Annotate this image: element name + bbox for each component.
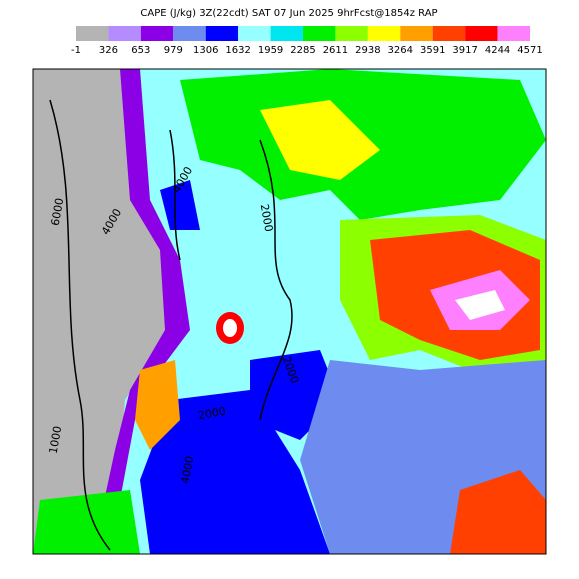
blue-zone (140, 390, 330, 554)
orange-zone (135, 360, 180, 450)
colorbar-swatch (335, 26, 368, 41)
colorbar-swatch (367, 26, 401, 41)
colorbar-label: 3917 (452, 45, 477, 56)
title: CAPE (J/kg) 3Z(22cdt) SAT 07 Jun 2025 9h… (140, 8, 437, 19)
contour-label: 6000 (49, 197, 67, 227)
colorbar-label: 1306 (193, 45, 218, 56)
colorbar-swatch (432, 26, 466, 41)
colorbar-label: 2611 (323, 45, 348, 56)
white-zone (455, 290, 505, 320)
colorbar-label: 3591 (420, 45, 445, 56)
colorbar-swatch (173, 26, 206, 41)
colorbar: -1 326 653 979 1306 1632 1959 2285 2611 2938 3264 3… (71, 26, 543, 56)
colorbar-swatch (497, 26, 530, 41)
colorbar-label: 2285 (290, 45, 315, 56)
colorbar-swatch (140, 26, 174, 41)
colorbar-swatch (108, 26, 141, 41)
map (32, 68, 547, 555)
colorbar-swatch (270, 26, 303, 41)
colorbar-label: 4571 (517, 45, 542, 56)
colorbar-label: 1632 (225, 45, 250, 56)
colorbar-label: 326 (99, 45, 118, 56)
contour-label: 4000 (179, 455, 197, 485)
contour-lines (49, 99, 293, 551)
contour-label: 1000 (47, 425, 65, 455)
white-zone (223, 319, 237, 337)
contour-label: 2000 (197, 405, 227, 423)
colorbar-swatch (205, 26, 239, 41)
gray-zone (33, 69, 190, 554)
green-zone (33, 490, 140, 554)
colorbar-swatch (238, 26, 271, 41)
colorbar-swatch (76, 26, 109, 41)
yellow-zone (260, 100, 380, 180)
colorbar-label: -1 (71, 45, 81, 56)
purple-edge (100, 69, 190, 520)
blue-zone (160, 180, 200, 230)
contour-label: 2000 (258, 203, 276, 233)
colorbar-swatch (400, 26, 433, 41)
orange-zone (450, 470, 546, 554)
colorbar-label: 3264 (388, 45, 413, 56)
colorbar-label: 653 (131, 45, 150, 56)
colorbar-swatch (465, 26, 498, 41)
map-frame (32, 68, 547, 555)
colorbar-label: 4244 (485, 45, 510, 56)
colorbar-swatch (303, 26, 336, 41)
colorbar-label: 2938 (355, 45, 380, 56)
colorbar-label: 979 (164, 45, 183, 56)
colorbar-label: 1959 (258, 45, 283, 56)
